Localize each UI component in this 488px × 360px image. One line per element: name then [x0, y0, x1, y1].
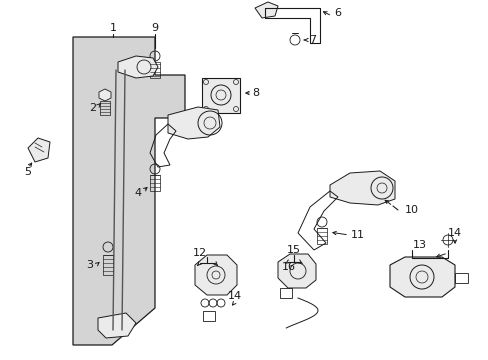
Polygon shape: [168, 107, 220, 139]
Polygon shape: [195, 255, 237, 295]
Polygon shape: [389, 257, 454, 297]
Polygon shape: [118, 56, 158, 78]
Text: 11: 11: [350, 230, 364, 240]
Text: 9: 9: [151, 23, 158, 33]
Text: 2: 2: [89, 103, 96, 113]
Text: 5: 5: [24, 167, 31, 177]
Polygon shape: [28, 138, 50, 162]
Polygon shape: [278, 254, 315, 288]
Text: 1: 1: [109, 23, 116, 33]
Text: 6: 6: [334, 8, 341, 18]
Text: 10: 10: [404, 205, 418, 215]
Polygon shape: [202, 78, 240, 113]
Polygon shape: [329, 171, 394, 205]
Text: 4: 4: [134, 188, 141, 198]
Polygon shape: [99, 89, 111, 101]
Text: 14: 14: [447, 228, 461, 238]
Text: 13: 13: [412, 240, 426, 250]
Text: 12: 12: [193, 248, 206, 258]
Text: 16: 16: [282, 262, 295, 272]
Polygon shape: [98, 313, 136, 338]
Text: 7: 7: [309, 35, 316, 45]
Polygon shape: [73, 37, 184, 345]
Text: 3: 3: [86, 260, 93, 270]
Text: 14: 14: [227, 291, 242, 301]
Polygon shape: [254, 2, 278, 18]
Text: 15: 15: [286, 245, 301, 255]
Text: 8: 8: [252, 88, 259, 98]
